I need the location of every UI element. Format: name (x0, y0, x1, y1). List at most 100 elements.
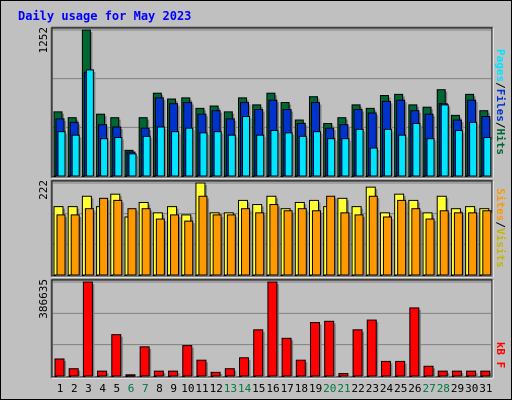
kbytes-bar-day-21 (338, 373, 349, 377)
panel-3-y-tick-label: 386635 (37, 279, 50, 319)
sites-bar-day-2 (70, 214, 80, 276)
x-axis-label-day-17: 17 (281, 382, 294, 395)
x-axis-label-day-10: 10 (181, 382, 194, 395)
x-axis-label-day-12: 12 (210, 382, 223, 395)
x-axis-label-day-21: 21 (337, 382, 350, 395)
pages-bar-day-31 (483, 137, 492, 177)
x-axis-label-day-23: 23 (366, 382, 379, 395)
kbytes-bar-day-15 (253, 329, 264, 377)
kbytes-bar-day-16 (267, 281, 278, 377)
sites-bar-day-6 (127, 208, 137, 276)
kbytes-bar-day-6-shadow (127, 376, 137, 378)
x-axis-label-day-1: 1 (57, 382, 64, 395)
kbytes-bar-day-4 (97, 370, 108, 377)
kbytes-bar-day-10 (182, 345, 193, 377)
x-axis-label-day-8: 8 (156, 382, 163, 395)
sites-bar-day-5 (113, 199, 123, 276)
sites-bar-day-30 (468, 212, 478, 276)
kbytes-bar-day-28 (437, 370, 448, 377)
pages-bar-day-20 (327, 138, 336, 177)
kbytes-bar-day-22 (352, 329, 363, 377)
x-axis-label-day-31: 31 (479, 382, 492, 395)
pages-bar-day-17 (284, 132, 293, 177)
pages-bar-day-15 (256, 134, 265, 177)
x-axis-label-day-2: 2 (71, 382, 78, 395)
x-axis-label-day-15: 15 (252, 382, 265, 395)
pages-bar-day-8 (156, 126, 165, 177)
sites-bar-day-11 (198, 195, 208, 276)
sites-bar-day-4 (99, 197, 109, 276)
sites-bar-day-22 (354, 214, 364, 276)
pages-bar-day-4 (100, 138, 109, 177)
pages-bar-day-1 (57, 131, 66, 177)
kbytes-bar-day-14 (239, 357, 250, 377)
x-axis-label-day-7: 7 (142, 382, 149, 395)
x-axis-label-day-3: 3 (85, 382, 92, 395)
sites-bar-day-3 (84, 208, 94, 276)
kbytes-bar-day-3 (82, 281, 93, 377)
kbytes-bar-day-17 (281, 337, 292, 377)
pages-bar-day-28 (440, 104, 449, 177)
pages-bar-day-25 (398, 134, 407, 177)
kbytes-bar-day-13 (224, 368, 235, 377)
pages-bar-day-6 (128, 153, 137, 177)
kbytes-bar-day-18 (295, 359, 306, 377)
x-axis-label-day-16: 16 (266, 382, 279, 395)
kbytes-bar-day-5 (111, 334, 122, 377)
x-axis-label-day-27: 27 (423, 382, 436, 395)
kbytes-bar-day-8 (153, 370, 164, 377)
x-axis-label-day-9: 9 (170, 382, 177, 395)
legend-kbytes: kB F (494, 342, 507, 369)
legend-top: Pages/Files/Hits (494, 49, 507, 155)
kbytes-bar-day-2 (68, 368, 79, 377)
kbytes-bar-day-9 (168, 370, 179, 377)
kbytes-bar-day-23 (366, 319, 377, 377)
kbytes-bar-day-29 (451, 370, 462, 377)
x-axis-label-day-11: 11 (195, 382, 208, 395)
sites-bar-day-15 (255, 212, 265, 276)
pages-bar-day-16 (270, 130, 279, 177)
x-axis-label-day-19: 19 (309, 382, 322, 395)
legend-pages: Pages (494, 49, 507, 82)
pages-bar-day-7 (142, 135, 151, 177)
pages-bar-day-21 (341, 138, 350, 177)
kbytes-bar-day-20 (324, 320, 335, 377)
x-axis-label-day-18: 18 (295, 382, 308, 395)
pages-bar-day-3 (85, 69, 94, 177)
pages-bar-day-14 (242, 116, 251, 177)
pages-bar-day-10 (185, 127, 194, 177)
sites-bar-day-14 (241, 208, 251, 276)
x-axis-label-day-5: 5 (114, 382, 121, 395)
pages-bar-day-24 (383, 128, 392, 177)
pages-bar-day-13 (227, 134, 236, 177)
legend-sites: Sites (494, 188, 507, 221)
pages-bar-day-27 (426, 138, 435, 177)
sites-bar-day-20 (326, 195, 336, 276)
sites-bar-day-29 (453, 212, 463, 276)
kbytes-bar-day-26 (409, 307, 420, 377)
sites-bar-day-1 (56, 214, 66, 276)
pages-bar-day-18 (298, 135, 307, 177)
sites-bar-day-26 (411, 208, 421, 276)
pages-bar-day-26 (412, 123, 421, 177)
sites-bar-day-25 (397, 199, 407, 276)
legend-hits: Hits (494, 129, 507, 156)
sites-bar-day-28 (439, 210, 449, 276)
kbytes-bar-day-19 (309, 322, 320, 377)
pages-bar-day-9 (171, 131, 180, 177)
pages-bar-day-22 (355, 128, 364, 177)
legend-separator: / (494, 82, 507, 89)
kbytes-bar-day-31 (480, 370, 491, 377)
sites-bar-day-31 (482, 210, 492, 276)
x-axis-label-day-4: 4 (99, 382, 106, 395)
sites-bar-day-7 (141, 208, 151, 276)
x-axis-label-day-25: 25 (394, 382, 407, 395)
kbytes-bar-day-7 (139, 346, 150, 377)
x-axis-label-day-14: 14 (238, 382, 252, 395)
pages-bar-day-30 (469, 121, 478, 177)
kbytes-bar-day-30 (466, 370, 477, 377)
legend-separator: / (494, 122, 507, 129)
panel-1-y-tick-label: 1252 (37, 27, 50, 54)
pages-bar-day-19 (312, 131, 321, 177)
